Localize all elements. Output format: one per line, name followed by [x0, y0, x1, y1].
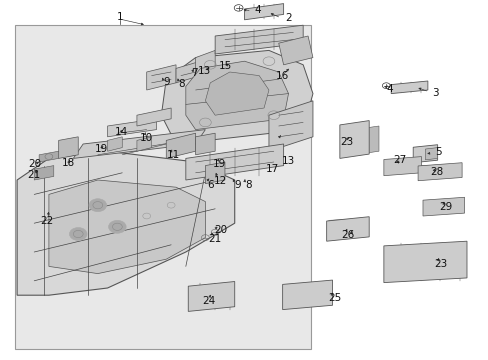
Polygon shape: [326, 217, 368, 241]
Polygon shape: [425, 148, 437, 160]
Polygon shape: [17, 151, 234, 295]
Text: 21: 21: [27, 170, 41, 180]
Polygon shape: [171, 137, 185, 151]
Polygon shape: [390, 81, 427, 94]
Text: 4: 4: [386, 84, 393, 94]
Polygon shape: [366, 126, 378, 153]
Polygon shape: [166, 133, 195, 158]
Text: 21: 21: [208, 234, 222, 244]
Polygon shape: [278, 36, 312, 65]
Text: 17: 17: [265, 164, 279, 174]
Polygon shape: [282, 280, 332, 310]
Text: 28: 28: [429, 167, 443, 177]
Polygon shape: [188, 282, 234, 311]
Polygon shape: [107, 137, 122, 151]
Polygon shape: [137, 108, 171, 126]
Polygon shape: [244, 4, 283, 20]
Text: 5: 5: [434, 147, 441, 157]
Text: 7: 7: [191, 68, 198, 78]
Polygon shape: [59, 137, 78, 158]
Polygon shape: [417, 163, 461, 181]
Text: 14: 14: [114, 127, 128, 138]
Text: 23: 23: [340, 137, 353, 147]
Polygon shape: [205, 72, 268, 115]
Text: 25: 25: [327, 293, 341, 303]
Text: 26: 26: [341, 230, 354, 240]
Polygon shape: [146, 65, 176, 90]
Text: 23: 23: [433, 258, 447, 269]
Text: 29: 29: [438, 202, 452, 212]
Text: 18: 18: [61, 158, 75, 168]
Text: 20: 20: [214, 225, 227, 235]
Text: 15: 15: [218, 61, 231, 71]
Text: 19: 19: [212, 159, 225, 169]
Text: 8: 8: [178, 78, 185, 89]
Text: 9: 9: [234, 180, 241, 190]
Text: 13: 13: [197, 66, 211, 76]
Text: 22: 22: [40, 216, 53, 226]
Text: 2: 2: [285, 13, 291, 23]
Text: 3: 3: [431, 88, 438, 98]
Polygon shape: [137, 137, 151, 151]
Text: 16: 16: [275, 71, 289, 81]
Text: 12: 12: [213, 176, 226, 186]
Polygon shape: [49, 180, 205, 274]
Polygon shape: [215, 25, 303, 54]
Text: 13: 13: [281, 156, 295, 166]
Text: 6: 6: [206, 180, 213, 190]
Text: 1: 1: [116, 12, 123, 22]
Polygon shape: [195, 50, 215, 76]
Text: 8: 8: [244, 180, 251, 190]
Polygon shape: [107, 119, 156, 137]
Polygon shape: [339, 121, 368, 158]
Polygon shape: [73, 130, 205, 158]
Text: 4: 4: [254, 5, 261, 15]
Bar: [15, 25, 310, 349]
Text: 27: 27: [392, 155, 406, 165]
Polygon shape: [195, 133, 215, 155]
Circle shape: [108, 220, 126, 233]
Text: 9: 9: [163, 77, 169, 87]
Circle shape: [89, 199, 106, 212]
Polygon shape: [422, 197, 464, 216]
Polygon shape: [383, 241, 466, 283]
Circle shape: [69, 228, 87, 240]
Text: 19: 19: [94, 144, 108, 154]
Text: 24: 24: [202, 296, 216, 306]
Text: 20: 20: [29, 159, 41, 169]
Polygon shape: [268, 101, 312, 151]
Text: 11: 11: [166, 150, 180, 160]
Polygon shape: [205, 162, 224, 184]
Polygon shape: [185, 144, 283, 180]
Polygon shape: [185, 61, 288, 130]
Polygon shape: [383, 157, 421, 176]
Polygon shape: [34, 166, 54, 180]
Text: 10: 10: [140, 132, 153, 143]
Polygon shape: [176, 61, 200, 83]
Polygon shape: [412, 145, 437, 163]
Polygon shape: [39, 151, 59, 162]
Polygon shape: [161, 50, 312, 144]
